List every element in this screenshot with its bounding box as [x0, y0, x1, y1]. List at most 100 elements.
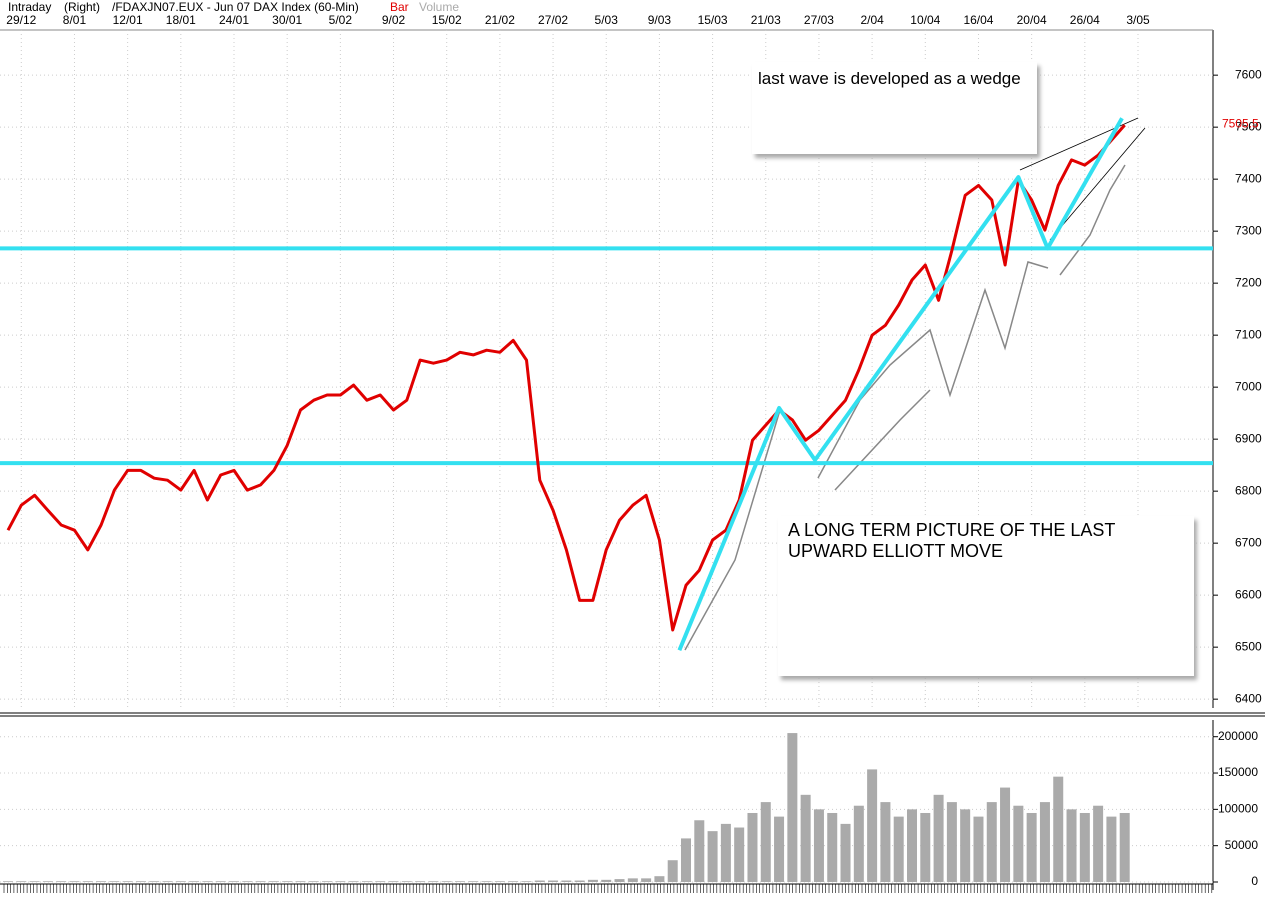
y-tick-label: 6600: [1235, 587, 1262, 601]
volume-bar: [1013, 805, 1024, 882]
volume-bar: [508, 881, 519, 882]
volume-bar: [986, 802, 997, 882]
volume-bar: [800, 794, 811, 882]
volume-bar: [907, 809, 917, 882]
x-tick-label: 5/03: [595, 13, 619, 27]
volume-bar: [534, 880, 545, 882]
volume-bar: [1093, 805, 1104, 882]
volume-bar: [667, 860, 678, 882]
y-tick-label: 150000: [1218, 765, 1258, 779]
x-tick-label: 21/03: [751, 13, 781, 27]
x-tick-label: 18/01: [166, 13, 196, 27]
volume-bar: [242, 881, 253, 882]
volume-bar: [893, 816, 904, 882]
volume-bar: [56, 881, 67, 882]
volume-bar: [747, 812, 758, 882]
volume-bar: [16, 881, 27, 882]
volume-bar: [3, 881, 13, 882]
volume-bar: [720, 823, 731, 882]
volume-bar: [335, 881, 346, 882]
volume-bar: [229, 881, 239, 882]
x-tick-label: 30/01: [272, 13, 302, 27]
volume-bar: [175, 881, 186, 882]
header-bar: Bar: [390, 0, 409, 14]
channel-line: [834, 389, 931, 491]
x-tick-label: 26/04: [1070, 13, 1100, 27]
volume-bar: [322, 881, 333, 882]
volume-bar: [574, 880, 585, 882]
volume-bar: [428, 881, 439, 882]
volume-bar: [468, 881, 479, 882]
x-tick-label: 16/04: [963, 13, 993, 27]
annotation: A LONG TERM PICTURE OF THE LAST UPWARD E…: [788, 520, 1116, 561]
x-tick-label: 20/04: [1017, 13, 1047, 27]
y-tick-label: 0: [1251, 874, 1258, 888]
volume-bar: [401, 881, 412, 882]
x-tick-label: 27/02: [538, 13, 568, 27]
volume-bar: [268, 881, 279, 882]
volume-bar: [42, 881, 53, 882]
volume-bar: [82, 881, 93, 882]
volume-bar: [1053, 776, 1064, 882]
x-tick-label: 8/01: [63, 13, 87, 27]
y-tick-label: 7600: [1235, 67, 1262, 81]
x-tick-label: 10/04: [910, 13, 940, 27]
volume-bar: [1119, 812, 1130, 882]
volume-bar: [933, 794, 944, 882]
x-tick-label: 21/02: [485, 13, 515, 27]
channel-line: [684, 409, 781, 651]
volume-bar: [494, 881, 505, 882]
header-mode: Intraday: [8, 0, 51, 14]
volume-bar: [587, 879, 598, 882]
header-symbol: /FDAXJN07.EUX - Jun 07 DAX Index (60-Min…: [112, 0, 359, 14]
volume-bar: [561, 880, 572, 882]
y-tick-label: 7500: [1235, 119, 1262, 133]
x-tick-label: 9/03: [648, 13, 672, 27]
volume-bar: [1106, 816, 1117, 882]
volume-bar: [973, 816, 984, 882]
time-tick-row: [3, 884, 1213, 893]
volume-bar: [1066, 809, 1077, 882]
volume-bar: [135, 881, 146, 882]
volume-bar: [255, 881, 266, 882]
volume-bar: [1000, 787, 1011, 882]
volume-bar: [681, 838, 691, 882]
y-tick-label: 6500: [1235, 639, 1262, 653]
volume-bar: [627, 878, 638, 882]
volume-bar: [1079, 812, 1090, 882]
volume-bar: [774, 816, 785, 882]
volume-bar: [880, 802, 891, 882]
volume-bar: [189, 881, 200, 882]
x-tick-label: 15/03: [698, 13, 728, 27]
volume-bar: [960, 809, 971, 882]
volume-bar: [867, 769, 878, 882]
volume-bar: [827, 812, 838, 882]
elliott-wave: [677, 117, 1124, 652]
volume-bar: [415, 881, 426, 882]
x-tick-label: 5/02: [329, 13, 353, 27]
x-tick-label: 3/05: [1126, 13, 1150, 27]
x-tick-label: 24/01: [219, 13, 249, 27]
price-line: [6, 124, 1126, 632]
volume-bar: [946, 802, 957, 882]
y-tick-label: 7200: [1235, 275, 1262, 289]
volume-bar: [481, 881, 492, 882]
volume-bar: [760, 802, 771, 882]
last-value-label: 7505.5: [1222, 116, 1259, 130]
volume-bar: [282, 881, 293, 882]
volume-bar: [734, 827, 745, 882]
y-tick-label: 200000: [1218, 729, 1258, 743]
volume-bar: [348, 881, 359, 882]
y-tick-label: 6800: [1235, 483, 1262, 497]
volume-bar: [96, 881, 107, 882]
header-side: (Right): [64, 0, 100, 14]
volume-bar: [375, 881, 386, 882]
volume-bar: [162, 881, 173, 882]
volume-bar: [308, 881, 319, 882]
annotation-box: last wave is developed as a wedge: [752, 62, 1037, 154]
wedge-line: [1049, 127, 1146, 241]
volume-bar: [441, 881, 452, 882]
volume-bar: [109, 881, 120, 882]
